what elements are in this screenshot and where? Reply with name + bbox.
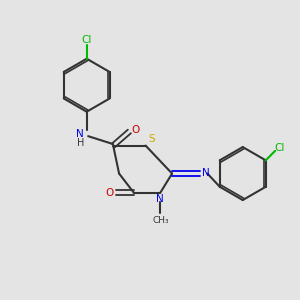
Text: S: S [148, 134, 155, 144]
Text: Cl: Cl [82, 34, 92, 45]
Text: Cl: Cl [274, 143, 285, 153]
Text: N: N [202, 168, 210, 178]
Text: O: O [132, 125, 140, 135]
Text: CH₃: CH₃ [153, 216, 169, 225]
Text: H: H [76, 138, 84, 148]
Text: O: O [105, 188, 113, 198]
Text: N: N [76, 129, 84, 139]
Text: N: N [156, 194, 164, 204]
